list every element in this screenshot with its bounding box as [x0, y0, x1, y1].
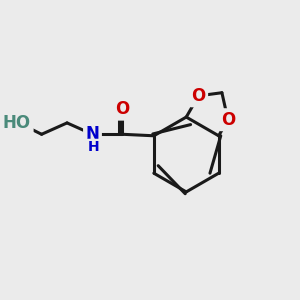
Text: N: N — [85, 125, 99, 143]
Text: HO: HO — [3, 114, 31, 132]
Text: O: O — [191, 87, 206, 105]
Text: O: O — [221, 111, 235, 129]
Text: O: O — [115, 100, 130, 118]
Text: H: H — [88, 140, 100, 154]
